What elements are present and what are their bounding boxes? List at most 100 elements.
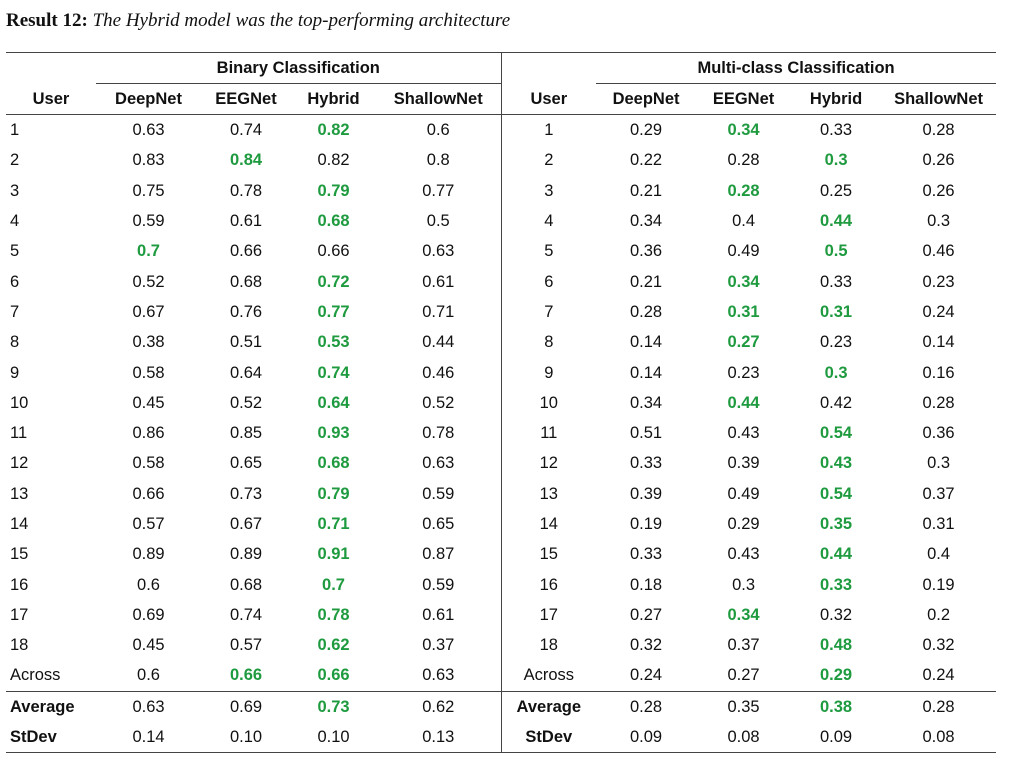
- table-row: 3 0.75 0.78 0.79 0.77 3 0.21 0.28 0.25 0.26: [6, 175, 996, 206]
- multi-value-cell: 0.54: [819, 484, 853, 503]
- binary-user-cell: 9: [10, 363, 20, 382]
- multi-user-cell: 10: [539, 393, 558, 412]
- binary-col-header-user: User: [6, 83, 96, 115]
- table-row: 9 0.58 0.64 0.74 0.46 9 0.14 0.23 0.3 0.16: [6, 357, 996, 388]
- multi-value-cell: 0.31: [819, 302, 853, 321]
- binary-user-cell: 3: [10, 181, 20, 200]
- binary-value-cell: 0.64: [229, 363, 263, 382]
- binary-value-cell: 0.64: [317, 393, 350, 412]
- multi-value-cell: 0.24: [922, 302, 955, 321]
- binary-value-cell: 0.46: [376, 357, 502, 388]
- binary-value-cell: 0.68: [317, 212, 350, 231]
- multi-value-cell: 0.27: [727, 666, 760, 685]
- binary-value-cell: 0.6: [137, 575, 160, 594]
- multi-value-cell: 0.39: [727, 454, 760, 473]
- binary-user-cell: Across: [10, 666, 61, 685]
- binary-value-cell: 0.75: [132, 181, 165, 200]
- binary-value-cell: 0.63: [376, 660, 502, 692]
- multi-value-cell: 0.3: [732, 575, 756, 594]
- multi-value-cell: 0.37: [727, 636, 760, 655]
- multi-user-cell: 2: [544, 151, 554, 170]
- binary-value-cell: 0.61: [376, 599, 502, 631]
- multi-value-cell: 0.3: [927, 212, 951, 231]
- binary-value-cell: 0.83: [132, 151, 165, 170]
- multi-value-cell: 0.26: [922, 151, 955, 170]
- binary-value-cell: 0.51: [229, 333, 263, 352]
- binary-value-cell: 0.38: [132, 333, 165, 352]
- multi-user-cell: StDev: [501, 721, 597, 754]
- binary-value-cell: 0.7: [322, 575, 345, 594]
- binary-user-cell: 7: [10, 302, 20, 321]
- multi-value-cell: 0.18: [629, 575, 663, 594]
- multi-value-cell: 0.54: [819, 424, 853, 443]
- binary-value-cell: 0.79: [317, 484, 350, 503]
- multi-value-cell: 0.34: [727, 272, 760, 291]
- binary-value-cell: 0.78: [376, 417, 502, 449]
- binary-value-cell: 0.66: [229, 666, 263, 685]
- multi-value-cell: 0.48: [819, 636, 853, 655]
- binary-user-cell: 18: [10, 636, 29, 655]
- multi-user-cell: 15: [539, 545, 558, 564]
- binary-value-cell: 0.74: [317, 363, 350, 382]
- multi-value-cell: 0.28: [596, 690, 697, 722]
- multi-user-cell: 8: [544, 333, 554, 352]
- multi-value-cell: 0.24: [922, 666, 955, 685]
- binary-value-cell: 0.52: [229, 393, 263, 412]
- binary-value-cell: 0.93: [317, 424, 350, 443]
- multi-value-cell: 0.32: [922, 636, 955, 655]
- binary-col-header-deepnet: DeepNet: [96, 83, 201, 115]
- multi-value-cell: 0.27: [629, 605, 663, 624]
- multi-value-cell: 0.28: [922, 121, 955, 140]
- binary-value-cell: 0.57: [229, 636, 263, 655]
- binary-value-cell: 0.87: [376, 539, 502, 570]
- multi-user-cell: 4: [544, 212, 554, 231]
- multi-value-cell: 0.25: [819, 181, 853, 200]
- multi-value-cell: 0.34: [629, 212, 663, 231]
- multi-value-cell: 0.19: [629, 515, 663, 533]
- binary-user-cell: 16: [10, 575, 29, 594]
- binary-value-cell: 0.72: [317, 272, 350, 291]
- binary-user-cell: 6: [10, 272, 20, 291]
- binary-value-cell: 0.52: [132, 272, 165, 291]
- binary-value-cell: 0.37: [376, 630, 502, 661]
- binary-value-cell: 0.74: [229, 121, 263, 140]
- binary-value-cell: 0.52: [376, 387, 502, 418]
- multi-value-cell: 0.43: [727, 424, 760, 443]
- table-row: 16 0.6 0.68 0.7 0.59 16 0.18 0.3 0.33 0.19: [6, 569, 996, 600]
- multi-value-cell: 0.3: [824, 151, 848, 170]
- multi-value-cell: 0.49: [727, 242, 760, 261]
- binary-user-cell: 8: [10, 333, 20, 352]
- binary-value-cell: 0.68: [229, 272, 263, 291]
- binary-value-cell: 0.82: [317, 151, 350, 170]
- multi-value-cell: 0.22: [629, 151, 663, 170]
- binary-value-cell: 0.82: [317, 121, 350, 140]
- multi-value-cell: 0.34: [727, 121, 760, 140]
- binary-col-header-hybrid: Hybrid: [291, 83, 376, 115]
- multi-value-cell: 0.27: [727, 333, 760, 352]
- binary-value-cell: 0.67: [132, 302, 165, 321]
- multi-user-cell: Average: [501, 690, 597, 722]
- multi-value-cell: 0.33: [819, 272, 853, 291]
- binary-user-cell: 4: [10, 212, 20, 231]
- binary-user-cell: 10: [10, 393, 29, 412]
- multi-value-cell: 0.33: [819, 575, 853, 594]
- multi-value-cell: 0.34: [727, 605, 760, 624]
- multi-value-cell: 0.44: [819, 545, 853, 564]
- multi-value-cell: 0.29: [629, 121, 663, 140]
- binary-user-cell: 1: [10, 121, 20, 140]
- multi-user-cell: 12: [539, 454, 558, 473]
- multi-value-cell: 0.35: [819, 515, 853, 533]
- multi-value-cell: 0.46: [922, 242, 955, 261]
- multi-value-cell: 0.29: [727, 515, 760, 533]
- binary-value-cell: 0.77: [376, 175, 502, 206]
- multi-value-cell: 0.4: [732, 212, 756, 231]
- binary-value-cell: 0.66: [229, 242, 263, 261]
- binary-value-cell: 0.86: [132, 424, 165, 443]
- table-row: Average 0.63 0.69 0.73 0.62 Average 0.28 0.35 0.…: [6, 690, 997, 722]
- binary-value-cell: 0.78: [229, 181, 263, 200]
- multi-value-cell: 0.3: [824, 363, 848, 382]
- multi-user-cell: 18: [539, 636, 558, 655]
- binary-value-cell: 0.65: [229, 454, 263, 473]
- multi-value-cell: 0.08: [881, 721, 997, 754]
- multi-value-cell: 0.33: [819, 121, 853, 140]
